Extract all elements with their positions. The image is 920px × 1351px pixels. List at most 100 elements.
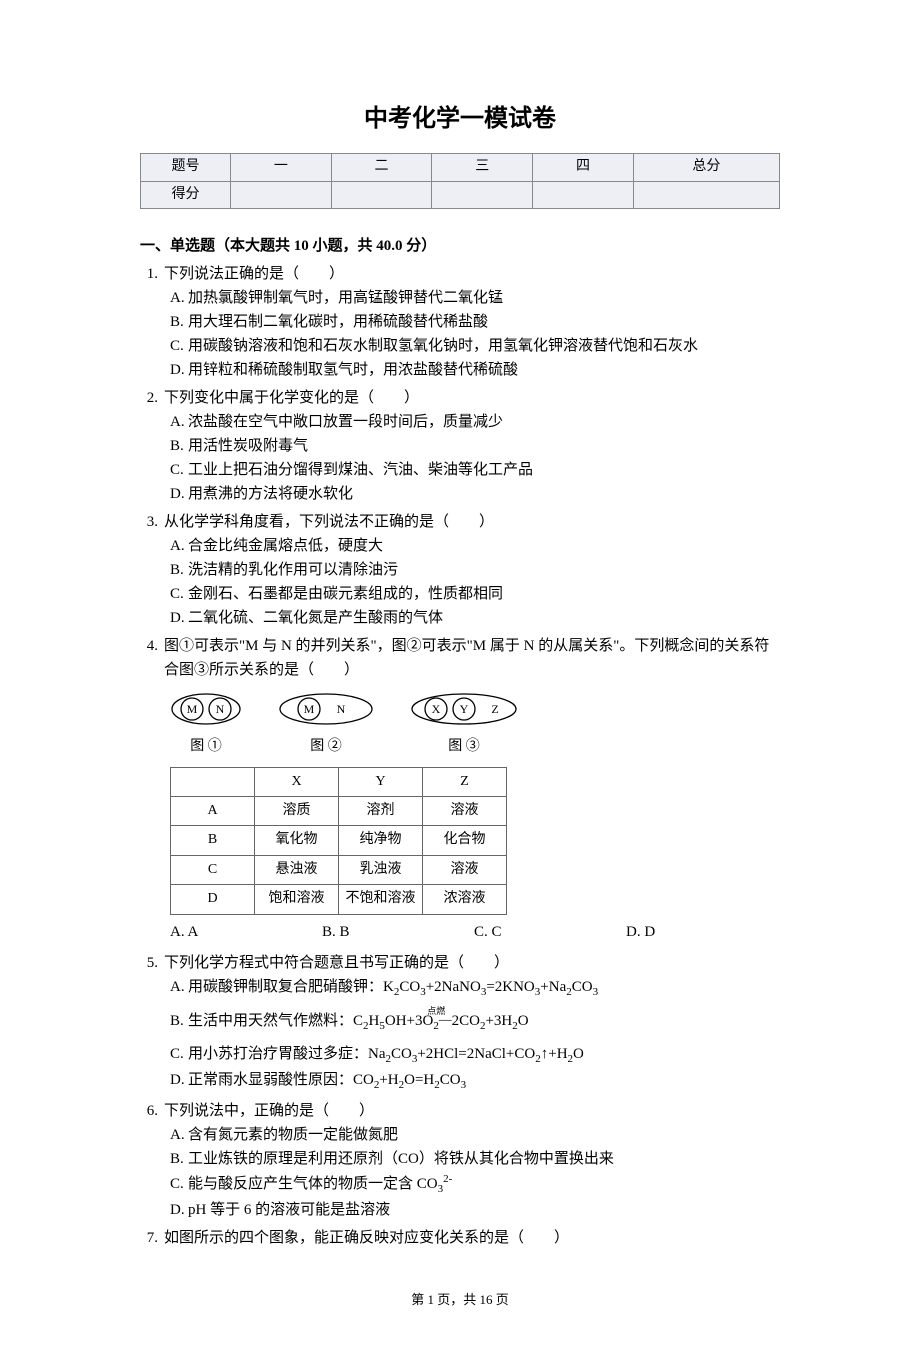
question-5: 5. 下列化学方程式中符合题意且书写正确的是（ ） A.用碳酸钾制取复合肥硝酸钾… (140, 951, 780, 1095)
venn-icon: X Y Z (410, 692, 518, 726)
option-d: D.用锌粒和稀硫酸制取氢气时，用浓盐酸替代稀硫酸 (170, 358, 780, 382)
option-c: C.能与酸反应产生气体的物质一定含 CO32- (170, 1171, 780, 1199)
question-stem: 下列变化中属于化学变化的是（ ） (164, 386, 780, 410)
diagram-2: M N 图 ② (277, 692, 375, 758)
option-text: 用煮沸的方法将硬水软化 (188, 486, 353, 502)
table-cell: 饱和溶液 (255, 885, 339, 914)
question-stem: 图①可表示"M 与 N 的并列关系"，图②可表示"M 属于 N 的从属关系"。下… (164, 634, 780, 682)
svg-text:N: N (216, 702, 225, 716)
option-text: 用活性炭吸附毒气 (188, 438, 308, 454)
question-number: 4. (140, 634, 164, 946)
diagram-1: M N 图 ① (170, 692, 242, 758)
table-cell: A (171, 796, 255, 825)
option-d: D.正常雨水显弱酸性原因：CO2+H2O=H2CO3 (170, 1068, 780, 1095)
option-d: D.pH 等于 6 的溶液可能是盐溶液 (170, 1198, 780, 1222)
score-header-cell: 二 (331, 154, 432, 181)
diagram-label: 图 ② (277, 736, 375, 758)
table-cell: 溶质 (255, 796, 339, 825)
section-heading: 一、单选题（本大题共 10 小题，共 40.0 分） (140, 234, 780, 258)
table-cell: 不饱和溶液 (339, 885, 423, 914)
option-text: 工业炼铁的原理是利用还原剂（CO）将铁从其化合物中置换出来 (188, 1151, 614, 1167)
question-number: 6. (140, 1099, 164, 1223)
svg-text:Y: Y (460, 702, 469, 716)
option-text: 金刚石、石墨都是由碳元素组成的，性质都相同 (188, 586, 503, 602)
option-text: 洗洁精的乳化作用可以清除油污 (188, 562, 398, 578)
svg-text:M: M (304, 702, 315, 716)
question-3: 3. 从化学学科角度看，下列说法不正确的是（ ） A.合金比纯金属熔点低，硬度大… (140, 510, 780, 630)
option-d: D. D (626, 920, 778, 944)
page-footer: 第 1 页，共 16 页 (140, 1290, 780, 1311)
score-header-cell: 四 (533, 154, 634, 181)
option-text: 浓盐酸在空气中敞口放置一段时间后，质量减少 (188, 414, 503, 430)
table-cell: Y (339, 767, 423, 796)
table-cell: D (171, 885, 255, 914)
table-cell: 化合物 (423, 826, 507, 855)
question-6: 6. 下列说法中，正确的是（ ） A.含有氮元素的物质一定能做氮肥 B.工业炼铁… (140, 1099, 780, 1223)
option-text: 二氧化硫、二氧化氮是产生酸雨的气体 (188, 610, 443, 626)
option-text: 用大理石制二氧化碳时，用稀硫酸替代稀盐酸 (188, 314, 488, 330)
question-stem: 下列化学方程式中符合题意且书写正确的是（ ） (164, 951, 780, 975)
option-a: A.用碳酸钾制取复合肥硝酸钾：K2CO3+2NaNO3=2KNO3+Na2CO3 (170, 975, 780, 1002)
score-table: 题号 一 二 三 四 总分 得分 (140, 153, 780, 209)
question-stem: 下列说法正确的是（ ） (164, 262, 780, 286)
score-cell (432, 181, 533, 208)
table-cell: 悬浊液 (255, 855, 339, 884)
option-c: C.用小苏打治疗胃酸过多症：Na2CO3+2HCl=2NaCl+CO2↑+H2O (170, 1042, 780, 1069)
option-text: 加热氯酸钾制氧气时，用高锰酸钾替代二氧化锰 (188, 290, 503, 306)
score-header-cell: 题号 (141, 154, 231, 181)
option-b: B.用活性炭吸附毒气 (170, 434, 780, 458)
option-b: B.洗洁精的乳化作用可以清除油污 (170, 558, 780, 582)
question-number: 2. (140, 386, 164, 506)
diagram-label: 图 ③ (410, 736, 518, 758)
svg-text:N: N (337, 702, 346, 716)
question-7: 7. 如图所示的四个图象，能正确反映对应变化关系的是（ ） (140, 1226, 780, 1250)
question-4: 4. 图①可表示"M 与 N 的并列关系"，图②可表示"M 属于 N 的从属关系… (140, 634, 780, 946)
option-a: A.合金比纯金属熔点低，硬度大 (170, 534, 780, 558)
option-c: C.金刚石、石墨都是由碳元素组成的，性质都相同 (170, 582, 780, 606)
question-stem: 下列说法中，正确的是（ ） (164, 1099, 780, 1123)
score-header-cell: 三 (432, 154, 533, 181)
option-a: A. A (170, 920, 322, 944)
question-number: 3. (140, 510, 164, 630)
option-b: B.用大理石制二氧化碳时，用稀硫酸替代稀盐酸 (170, 310, 780, 334)
score-cell (331, 181, 432, 208)
score-header-cell: 一 (231, 154, 332, 181)
score-header-cell: 总分 (633, 154, 779, 181)
question-2: 2. 下列变化中属于化学变化的是（ ） A.浓盐酸在空气中敞口放置一段时间后，质… (140, 386, 780, 506)
question-stem: 如图所示的四个图象，能正确反映对应变化关系的是（ ） (164, 1226, 780, 1250)
table-cell: 溶剂 (339, 796, 423, 825)
table-cell: B (171, 826, 255, 855)
diagram-label: 图 ① (170, 736, 242, 758)
question-number: 5. (140, 951, 164, 1095)
option-a: A.浓盐酸在空气中敞口放置一段时间后，质量减少 (170, 410, 780, 434)
score-row-label: 得分 (141, 181, 231, 208)
option-c: C.工业上把石油分馏得到煤油、汽油、柴油等化工产品 (170, 458, 780, 482)
venn-icon: M N (170, 692, 242, 726)
option-a: A.加热氯酸钾制氧气时，用高锰酸钾替代二氧化锰 (170, 286, 780, 310)
question-1: 1. 下列说法正确的是（ ） A.加热氯酸钾制氧气时，用高锰酸钾替代二氧化锰 B… (140, 262, 780, 382)
table-cell: 乳浊液 (339, 855, 423, 884)
score-cell (533, 181, 634, 208)
table-cell (171, 767, 255, 796)
question-number: 7. (140, 1226, 164, 1250)
table-cell: 氧化物 (255, 826, 339, 855)
diagram-3: X Y Z 图 ③ (410, 692, 518, 758)
svg-text:M: M (187, 702, 198, 716)
page-title: 中考化学一模试卷 (140, 100, 780, 138)
option-b: B.工业炼铁的原理是利用还原剂（CO）将铁从其化合物中置换出来 (170, 1147, 780, 1171)
venn-icon: M N (277, 692, 375, 726)
option-b: B.生活中用天然气作燃料：C2H5OH+3O2点燃──2CO2+3H2O (170, 1007, 780, 1036)
table-cell: 纯净物 (339, 826, 423, 855)
option-c: C. C (474, 920, 626, 944)
svg-text:X: X (432, 702, 441, 716)
table-cell: 溶液 (423, 796, 507, 825)
option-text: 工业上把石油分馏得到煤油、汽油、柴油等化工产品 (188, 462, 533, 478)
table-cell: X (255, 767, 339, 796)
question-number: 1. (140, 262, 164, 382)
table-cell: Z (423, 767, 507, 796)
score-cell (231, 181, 332, 208)
inline-options: A. A B. B C. C D. D (170, 920, 780, 944)
table-cell: C (171, 855, 255, 884)
xyz-table: X Y Z A 溶质 溶剂 溶液 B 氧化物 纯净物 化合物 C 悬浊液 乳浊液… (170, 767, 507, 915)
table-cell: 浓溶液 (423, 885, 507, 914)
